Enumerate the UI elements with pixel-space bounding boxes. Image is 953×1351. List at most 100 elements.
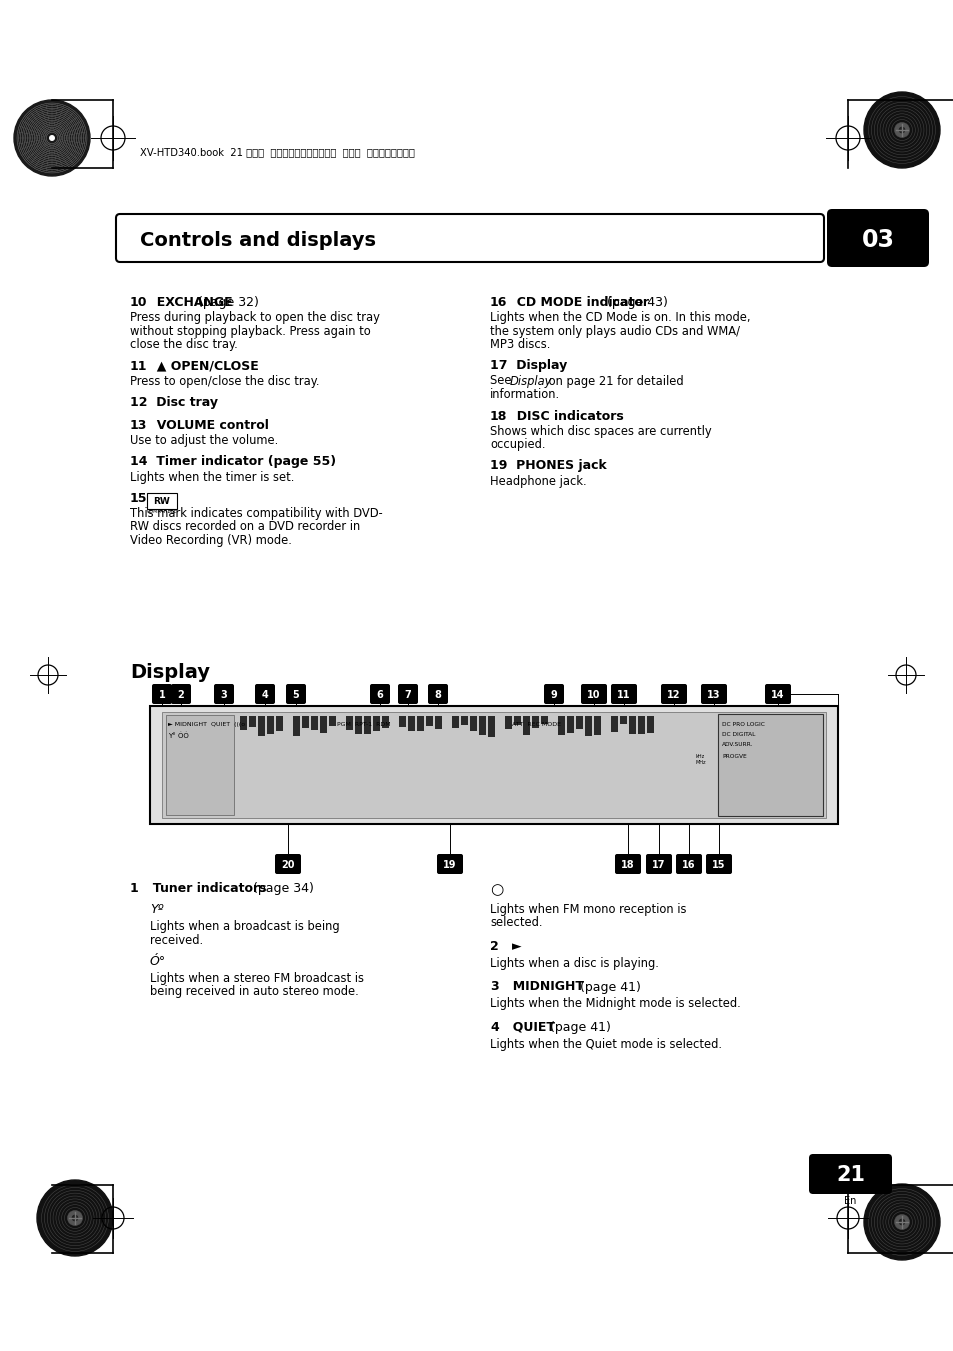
Text: ►: ► <box>503 940 521 952</box>
Text: 21: 21 <box>835 1165 864 1185</box>
Circle shape <box>863 1183 939 1260</box>
Text: 5: 5 <box>293 690 299 700</box>
Bar <box>504 716 512 730</box>
FancyBboxPatch shape <box>676 854 701 874</box>
Text: 16: 16 <box>681 861 695 870</box>
Text: 18: 18 <box>490 409 507 423</box>
Text: 1: 1 <box>130 882 138 894</box>
Bar <box>470 716 476 731</box>
Bar <box>558 716 564 735</box>
Bar <box>398 716 406 727</box>
Text: QUIET: QUIET <box>503 1021 555 1034</box>
Text: 13: 13 <box>706 690 720 700</box>
Bar <box>257 716 265 736</box>
Text: Shows which disc spaces are currently: Shows which disc spaces are currently <box>490 424 711 438</box>
Text: Tuner indicators: Tuner indicators <box>144 882 266 894</box>
Text: information.: information. <box>490 388 559 401</box>
Circle shape <box>899 127 903 132</box>
Text: 10: 10 <box>130 296 148 309</box>
Text: the system only plays audio CDs and WMA/: the system only plays audio CDs and WMA/ <box>490 324 740 338</box>
FancyBboxPatch shape <box>254 684 274 704</box>
Text: (page 41): (page 41) <box>545 1021 610 1034</box>
Circle shape <box>863 92 939 168</box>
Text: DC DIGITAL: DC DIGITAL <box>721 732 755 738</box>
Bar <box>594 716 600 735</box>
Text: 16: 16 <box>490 296 507 309</box>
Circle shape <box>68 1210 82 1225</box>
Text: PROGVE: PROGVE <box>721 754 746 759</box>
Bar <box>514 716 520 725</box>
FancyBboxPatch shape <box>116 213 823 262</box>
Bar <box>275 716 283 731</box>
Text: received.: received. <box>150 934 203 947</box>
Text: selected.: selected. <box>490 916 542 929</box>
Text: Lights when the CD Mode is on. In this mode,: Lights when the CD Mode is on. In this m… <box>490 311 750 324</box>
Text: Lights when FM mono reception is: Lights when FM mono reception is <box>490 902 686 916</box>
Text: close the disc tray.: close the disc tray. <box>130 338 237 351</box>
FancyBboxPatch shape <box>543 684 563 704</box>
Text: MP3 discs.: MP3 discs. <box>490 338 550 351</box>
Bar <box>329 716 335 725</box>
Bar <box>576 716 582 730</box>
Bar <box>240 716 247 730</box>
Circle shape <box>37 1179 112 1256</box>
Bar <box>435 716 441 730</box>
Bar <box>584 716 592 736</box>
Text: 6: 6 <box>376 690 383 700</box>
Text: 11: 11 <box>617 690 630 700</box>
Text: Controls and displays: Controls and displays <box>140 231 375 250</box>
Text: This mark indicates compatibility with DVD-: This mark indicates compatibility with D… <box>130 507 382 520</box>
Text: ADV.SURR.: ADV.SURR. <box>721 742 753 747</box>
FancyBboxPatch shape <box>152 684 172 704</box>
FancyBboxPatch shape <box>274 854 301 874</box>
Text: MIDNIGHT: MIDNIGHT <box>503 981 583 993</box>
Bar <box>346 716 353 730</box>
Text: 15: 15 <box>712 861 725 870</box>
FancyBboxPatch shape <box>645 854 671 874</box>
Text: 12  Disc tray: 12 Disc tray <box>130 396 218 409</box>
Bar <box>718 713 822 816</box>
FancyBboxPatch shape <box>397 684 417 704</box>
Text: Use to adjust the volume.: Use to adjust the volume. <box>130 434 278 447</box>
Bar <box>628 716 636 734</box>
Text: Headphone jack.: Headphone jack. <box>490 474 586 488</box>
Text: CD MODE indicator: CD MODE indicator <box>507 296 648 309</box>
Bar <box>416 716 423 731</box>
FancyBboxPatch shape <box>436 854 462 874</box>
Circle shape <box>14 100 90 176</box>
Text: ATT  REC MODE: ATT REC MODE <box>512 721 560 727</box>
Text: (page 34): (page 34) <box>249 882 314 894</box>
Text: 14  Timer indicator (page 55): 14 Timer indicator (page 55) <box>130 455 335 469</box>
Text: on page 21 for detailed: on page 21 for detailed <box>544 374 683 388</box>
Text: ▲ OPEN/CLOSE: ▲ OPEN/CLOSE <box>148 359 258 373</box>
Bar <box>267 716 274 734</box>
Text: Press to open/close the disc tray.: Press to open/close the disc tray. <box>130 374 319 388</box>
Text: Lights when a broadcast is being: Lights when a broadcast is being <box>150 920 339 934</box>
Text: See: See <box>490 374 515 388</box>
Text: PGM  RPT-1  RDM: PGM RPT-1 RDM <box>336 721 390 727</box>
FancyBboxPatch shape <box>580 684 606 704</box>
Text: DC PRO LOGIC: DC PRO LOGIC <box>721 721 764 727</box>
Bar <box>293 716 299 736</box>
Bar <box>373 716 379 731</box>
Bar <box>381 716 389 728</box>
Text: (page 43): (page 43) <box>603 296 668 309</box>
Bar <box>566 716 574 734</box>
Circle shape <box>72 1216 77 1221</box>
Text: (page 41): (page 41) <box>576 981 640 993</box>
Text: 7: 7 <box>404 690 411 700</box>
FancyBboxPatch shape <box>705 854 731 874</box>
Text: without stopping playback. Press again to: without stopping playback. Press again t… <box>130 324 371 338</box>
Text: Video Recording (VR) mode.: Video Recording (VR) mode. <box>130 534 292 547</box>
FancyBboxPatch shape <box>286 684 306 704</box>
Bar <box>426 716 433 725</box>
Text: (page 32): (page 32) <box>193 296 258 309</box>
Text: 3: 3 <box>490 981 498 993</box>
Circle shape <box>894 123 908 136</box>
Text: Press during playback to open the disc tray: Press during playback to open the disc t… <box>130 311 379 324</box>
Text: occupied.: occupied. <box>490 438 545 451</box>
Bar <box>162 712 825 817</box>
Bar <box>488 716 495 738</box>
Bar <box>478 716 485 735</box>
Text: kHz
MHz: kHz MHz <box>696 754 706 765</box>
